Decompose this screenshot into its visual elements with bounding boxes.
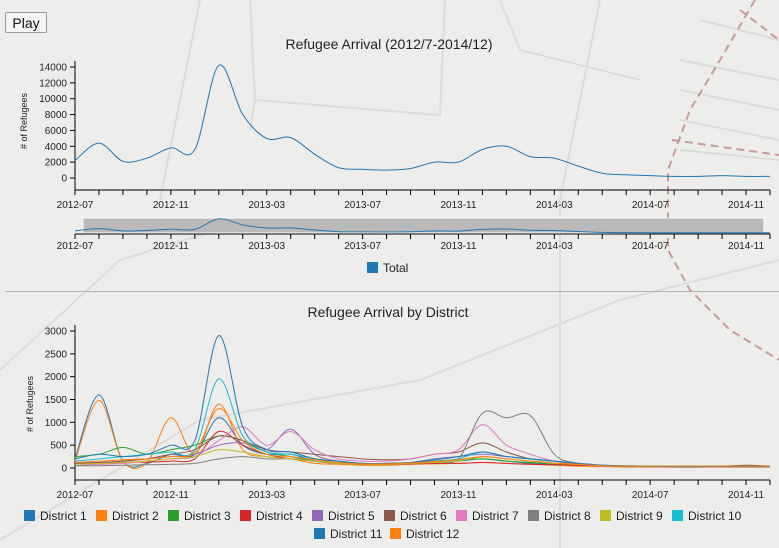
brush-tick-label: 2014-11 — [728, 241, 764, 252]
x-tick-label: 2014-07 — [632, 200, 669, 211]
x-tick-label: 2014-03 — [536, 490, 573, 501]
legend-label-district-10[interactable]: District 10 — [688, 509, 742, 523]
brush-tick-label: 2012-11 — [153, 241, 189, 252]
legend-swatch-district-12 — [390, 528, 401, 539]
x-tick-label: 2012-07 — [57, 200, 94, 211]
x-tick-label: 2012-11 — [153, 200, 189, 211]
brush-tick-label: 2014-03 — [536, 241, 573, 252]
legend-label-district-12[interactable]: District 12 — [406, 527, 460, 541]
legend-swatch-district-4 — [240, 510, 251, 521]
series-line-district-11[interactable] — [74, 335, 770, 468]
x-tick-label: 2014-03 — [536, 200, 573, 211]
y-tick-label: 12000 — [39, 78, 67, 89]
brush-series-line — [74, 218, 770, 234]
total-chart-title: Refugee Arrival (2012/7-2014/12) — [285, 36, 492, 52]
legend-swatch-district-1 — [24, 510, 35, 521]
series-line-district-12[interactable] — [74, 408, 770, 467]
legend-label-district-1[interactable]: District 1 — [40, 509, 87, 523]
legend-swatch-district-11 — [314, 528, 325, 539]
total-chart-x-axis: 2012-07 2012-11 2013-03 2013-07 2013-11 2014-… — [57, 189, 771, 211]
y-tick-label: 8000 — [45, 110, 68, 121]
brush-tick-label: 2013-07 — [344, 241, 381, 252]
legend-label-district-4[interactable]: District 4 — [256, 509, 303, 523]
brush-tick-label: 2013-03 — [248, 241, 285, 252]
y-tick-label: 500 — [50, 441, 67, 452]
total-chart-y-label: # of Refugees — [19, 92, 29, 149]
y-tick-label: 0 — [61, 464, 67, 475]
total-chart-lines — [74, 64, 771, 177]
x-tick-label: 2013-07 — [344, 490, 381, 501]
y-tick-label: 10000 — [39, 94, 67, 105]
x-tick-label: 2012-11 — [153, 490, 189, 501]
legend-label-district-3[interactable]: District 3 — [184, 509, 231, 523]
legend-swatch-district-2 — [96, 510, 107, 521]
legend-swatch-district-8 — [528, 510, 539, 521]
brush-tick-label: 2012-07 — [57, 241, 94, 252]
legend-swatch-district-3 — [168, 510, 179, 521]
section-divider — [5, 291, 779, 292]
district-chart-lines — [74, 335, 771, 469]
district-chart-title: Refugee Arrival by District — [307, 304, 468, 320]
district-chart-y-axis: 0 500 1000 1500 2000 2500 3000 — [45, 325, 76, 480]
y-tick-label: 3000 — [45, 327, 68, 338]
total-chart-y-axis: 0 2000 4000 6000 8000 10000 12000 14000 — [39, 61, 76, 190]
series-line-total[interactable] — [74, 64, 771, 177]
brush-selection[interactable] — [82, 217, 765, 234]
legend-swatch-district-5 — [312, 510, 323, 521]
y-tick-label: 0 — [61, 174, 67, 185]
legend-label-district-6[interactable]: District 6 — [400, 509, 447, 523]
y-tick-label: 1500 — [45, 395, 68, 406]
x-tick-label: 2013-07 — [344, 200, 381, 211]
legend-label-district-2[interactable]: District 2 — [112, 509, 159, 523]
y-tick-label: 14000 — [39, 63, 67, 74]
x-tick-label: 2013-03 — [248, 200, 285, 211]
legend-label-district-8[interactable]: District 8 — [544, 509, 591, 523]
x-tick-label: 2014-07 — [632, 490, 669, 501]
legend-label-total: Total — [383, 261, 408, 275]
x-tick-label: 2012-07 — [57, 490, 94, 501]
y-tick-label: 2000 — [45, 372, 68, 383]
brush-x-axis: 2012-07 2012-11 2013-03 2013-07 2013-11 2014-… — [57, 233, 771, 252]
legend-label-district-11[interactable]: District 11 — [330, 527, 383, 541]
y-tick-label: 2000 — [45, 158, 68, 169]
y-tick-label: 4000 — [45, 142, 68, 153]
x-tick-label: 2013-11 — [440, 490, 476, 501]
legend-label-district-9[interactable]: District 9 — [616, 509, 663, 523]
legend-swatch-district-9 — [600, 510, 611, 521]
brush-context-line — [74, 218, 770, 234]
legend-swatch-total — [367, 262, 378, 273]
district-legend: District 1 District 2 District 3 District 4… — [24, 509, 742, 541]
x-tick-label: 2014-11 — [728, 200, 764, 211]
brush-tick-label: 2013-11 — [440, 241, 476, 252]
x-tick-label: 2013-11 — [440, 200, 476, 211]
legend-swatch-district-6 — [384, 510, 395, 521]
y-tick-label: 2500 — [45, 349, 68, 360]
y-tick-label: 6000 — [45, 126, 68, 137]
y-tick-label: 1000 — [45, 418, 68, 429]
district-chart-x-axis: 2012-07 2012-11 2013-03 2013-07 2013-11 2014-… — [57, 479, 771, 501]
x-tick-label: 2014-11 — [728, 490, 764, 501]
legend-label-district-5[interactable]: District 5 — [328, 509, 375, 523]
district-chart-y-label: # of Refugees — [25, 375, 35, 432]
x-tick-label: 2013-03 — [248, 490, 285, 501]
brush-tick-label: 2014-07 — [632, 241, 669, 252]
legend-label-district-7[interactable]: District 7 — [472, 509, 519, 523]
legend-swatch-district-10 — [672, 510, 683, 521]
legend-swatch-district-7 — [456, 510, 467, 521]
play-button[interactable]: Play — [5, 12, 47, 33]
